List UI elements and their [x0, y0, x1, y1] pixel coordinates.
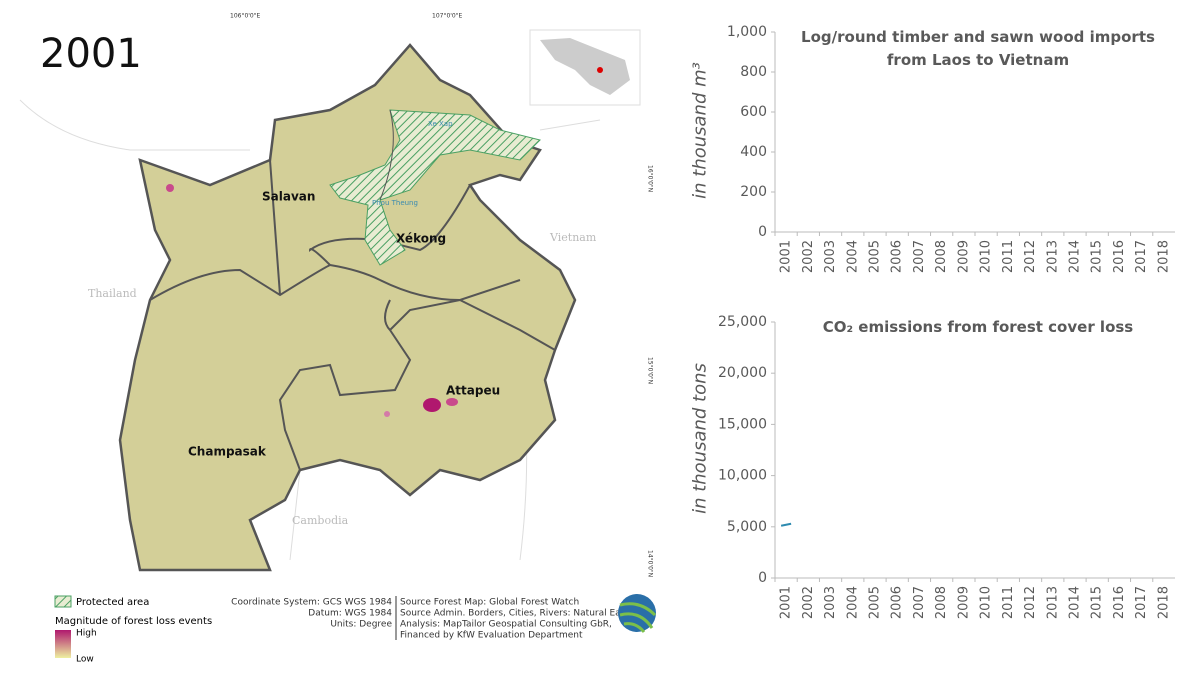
y-tick-label: 1,000 [727, 24, 767, 40]
x-tick-label: 2006 [890, 586, 905, 619]
x-tick-label: 2011 [1001, 586, 1016, 619]
x-tick-label: 2005 [868, 586, 883, 619]
hotspot [423, 398, 441, 412]
y-tick-label: 800 [740, 64, 767, 80]
country-label: Thailand [88, 287, 137, 300]
credit: Coordinate System: GCS WGS 1984 [231, 598, 392, 608]
x-tick-label: 2016 [1112, 586, 1127, 619]
source: Source Admin. Borders, Cities, Rivers: N… [400, 609, 634, 619]
legend-label: Protected area [76, 597, 149, 608]
hotspot [446, 398, 458, 406]
legend-swatch [54, 595, 72, 608]
x-tick-label: 2011 [1001, 240, 1016, 273]
inset-marker [597, 67, 603, 73]
coordinate-label: 107°0'0"E [432, 13, 462, 20]
protected-area [329, 109, 541, 266]
province-border [149, 159, 556, 471]
x-tick-label: 2002 [801, 240, 816, 273]
x-tick-label: 2010 [979, 586, 994, 619]
y-tick-label: 5,000 [727, 519, 767, 535]
legend-gradient [55, 630, 71, 658]
x-tick-label: 2005 [868, 240, 883, 273]
y-tick-label: 15,000 [718, 416, 767, 432]
y-tick-label: 20,000 [718, 365, 767, 381]
x-tick-label: 2004 [845, 240, 860, 273]
protected-label: Xe Xap [428, 120, 453, 128]
logo [619, 602, 657, 633]
river [379, 109, 394, 201]
x-tick-label: 2012 [1023, 586, 1038, 619]
coordinate-label: 16°0'0"N [647, 165, 654, 192]
year: 2001 [40, 31, 142, 77]
protected-label: Phou Theung [372, 199, 418, 207]
region-label: Salavan [262, 190, 315, 204]
credit: Datum: WGS 1984 [308, 609, 392, 619]
y-tick-label: 400 [740, 144, 767, 160]
coordinate-label: 14°0'0"N [647, 550, 654, 577]
y-axis-label: in thousand m³ [689, 62, 711, 199]
x-tick-label: 2018 [1156, 240, 1171, 273]
x-tick-label: 2009 [956, 586, 971, 619]
x-tick-label: 2006 [890, 240, 905, 273]
x-tick-label: 2010 [979, 240, 994, 273]
chart-title: CO₂ emissions from forest cover loss [822, 318, 1134, 336]
country-label: Cambodia [292, 514, 349, 527]
y-axis-label: in thousand tons [689, 363, 711, 514]
map: Salavan Xékong Attapeu Champasak Thailan… [19, 13, 654, 577]
country-label: Vietnam [549, 231, 597, 244]
coordinate-label: 106°0'0"E [230, 13, 260, 20]
x-tick-label: 2016 [1112, 240, 1127, 273]
coordinate-label: 15°0'0"N [647, 357, 654, 384]
y-tick-label: 10,000 [718, 468, 767, 484]
x-tick-label: 2013 [1045, 586, 1060, 619]
y-tick-label: 200 [740, 184, 767, 200]
credit: Units: Degree [330, 620, 392, 630]
x-tick-label: 2013 [1045, 240, 1060, 273]
x-tick-label: 2017 [1134, 240, 1149, 273]
y-tick-label: 25,000 [718, 314, 767, 330]
region-label: Xékong [396, 232, 446, 246]
hotspot [166, 184, 174, 192]
y-tick-label: 0 [758, 570, 767, 586]
x-tick-label: 2014 [1068, 240, 1083, 273]
x-tick-label: 2017 [1134, 586, 1149, 619]
source: Analysis: MapTailor Geospatial Consultin… [400, 620, 612, 630]
source: Source Forest Map: Global Forest Watch [400, 598, 579, 608]
inset-land [540, 38, 630, 95]
x-tick-label: 2004 [845, 586, 860, 619]
legend-label: High [76, 629, 97, 639]
x-tick-label: 2009 [956, 240, 971, 273]
region-label: Attapeu [446, 384, 500, 398]
x-tick-label: 2012 [1023, 240, 1038, 273]
x-tick-label: 2015 [1090, 240, 1105, 273]
x-tick-label: 2007 [912, 240, 927, 273]
x-tick-label: 2001 [779, 586, 794, 619]
x-tick-label: 2014 [1068, 586, 1083, 619]
legend-label: Low [76, 655, 94, 665]
y-tick-label: 600 [740, 104, 767, 120]
study-area [118, 43, 577, 572]
x-tick-label: 2003 [823, 586, 838, 619]
source: Financed by KfW Evaluation Department [400, 631, 583, 641]
x-tick-label: 2008 [934, 586, 949, 619]
legend: Protected area Magnitude of forest loss … [54, 594, 657, 665]
data-point [780, 522, 792, 527]
x-tick-label: 2007 [912, 586, 927, 619]
x-tick-label: 2003 [823, 240, 838, 273]
hotspot [384, 411, 390, 417]
x-tick-label: 2001 [779, 240, 794, 273]
x-tick-label: 2008 [934, 240, 949, 273]
x-tick-label: 2015 [1090, 586, 1105, 619]
x-tick-label: 2002 [801, 586, 816, 619]
y-tick-label: 0 [758, 224, 767, 240]
region-label: Champasak [188, 445, 267, 459]
border-line [19, 99, 601, 561]
chart-title: Log/round timber and sawn wood imports f… [801, 28, 1155, 69]
legend-label: Magnitude of forest loss events [55, 616, 212, 627]
x-tick-label: 2018 [1156, 586, 1171, 619]
